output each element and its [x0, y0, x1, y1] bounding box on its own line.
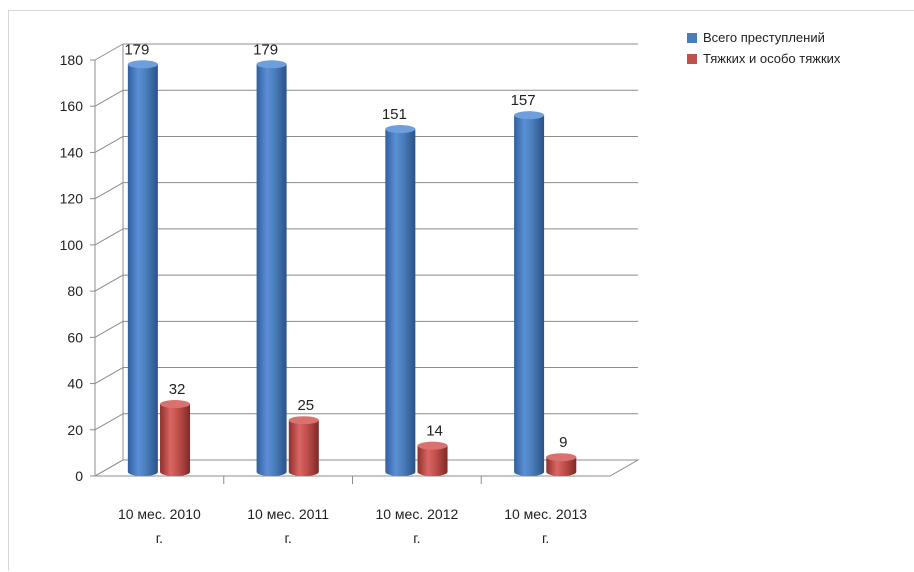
- y-tick-label: 80: [67, 283, 83, 299]
- gridline-depth: [94, 413, 124, 431]
- bar-body: [385, 129, 416, 476]
- gridline-depth: [94, 89, 124, 107]
- data-label: 151: [382, 106, 407, 123]
- y-tick-label: 20: [67, 422, 83, 438]
- data-label: 157: [511, 92, 536, 109]
- bar-cap: [546, 453, 577, 462]
- gridline-depth: [94, 228, 124, 246]
- bar-cap: [127, 60, 158, 69]
- legend: Всего преступлений Тяжких и особо тяжких: [687, 30, 841, 66]
- bar-cap: [160, 400, 191, 409]
- legend-label: Всего преступлений: [703, 30, 825, 45]
- data-label: 32: [169, 381, 186, 398]
- gridline-depth: [94, 182, 124, 200]
- bar: [385, 125, 416, 476]
- x-tick-label: 10 мес. 2010: [118, 506, 201, 522]
- data-labels: 179 179 151 157 32 25 14 9: [124, 41, 567, 451]
- bar-body: [514, 115, 545, 477]
- data-label: 179: [124, 41, 149, 58]
- y-tick-label: 160: [60, 98, 84, 114]
- data-label: 179: [253, 41, 278, 58]
- bar-body: [546, 457, 577, 476]
- gridlines: [94, 43, 638, 477]
- gridline-depth: [94, 136, 124, 153]
- legend-swatch: [687, 54, 697, 64]
- bar-body: [160, 404, 191, 476]
- bar-cap: [417, 441, 448, 450]
- y-tick-label: 0: [75, 468, 83, 484]
- x-tick-label: 10 мес. 2013: [504, 506, 587, 522]
- y-axis: 0 20 40 60 80 100 120 140 160 180: [60, 44, 640, 484]
- bars: [127, 60, 577, 477]
- bar: [514, 111, 545, 477]
- legend-swatch: [687, 33, 697, 43]
- data-label: 14: [426, 423, 443, 440]
- x-tick-label: г.: [413, 530, 420, 546]
- bar: [546, 453, 577, 476]
- bar: [127, 60, 158, 477]
- y-tick-label: 180: [60, 52, 84, 68]
- gridline-depth: [94, 43, 124, 61]
- bar-cap: [256, 60, 287, 69]
- legend-label: Тяжких и особо тяжких: [703, 51, 841, 66]
- y-tick-label: 60: [67, 329, 83, 345]
- x-tick-label: 10 мес. 2011: [247, 506, 329, 522]
- data-label: 25: [297, 397, 314, 414]
- x-axis: 10 мес. 2010 г. 10 мес. 2011 г. 10 мес. 2012…: [118, 476, 587, 546]
- bar-cap: [514, 111, 545, 120]
- bar: [288, 416, 319, 476]
- bar-body: [417, 445, 448, 476]
- x-tick-label: г.: [542, 530, 549, 546]
- chart-floor: [93, 459, 640, 477]
- y-tick-label: 100: [60, 237, 84, 253]
- bar: [256, 60, 287, 477]
- x-tick-label: 10 мес. 2012: [375, 506, 458, 522]
- y-tick-label: 120: [60, 191, 84, 207]
- chart-frame: [8, 10, 914, 571]
- bar: [160, 400, 191, 476]
- y-tick-label: 140: [60, 144, 84, 160]
- gridline-depth: [94, 274, 124, 292]
- bar-cap: [385, 125, 416, 134]
- x-tick-label: г.: [156, 530, 163, 546]
- gridline-depth: [94, 320, 124, 338]
- y-tick-label: 40: [67, 376, 83, 392]
- bar-body: [127, 64, 158, 477]
- bar-body: [256, 64, 287, 477]
- bar: [417, 441, 448, 476]
- bar-cap: [288, 416, 319, 425]
- x-tick-label: г.: [284, 530, 291, 546]
- gridline-depth: [94, 367, 124, 384]
- data-label: 9: [559, 434, 567, 451]
- bar-body: [288, 420, 319, 476]
